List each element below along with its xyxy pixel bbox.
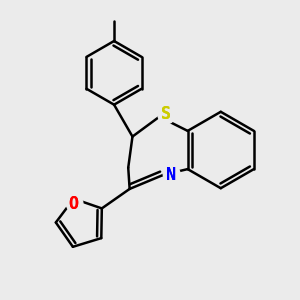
Text: O: O — [69, 195, 79, 213]
Text: S: S — [161, 105, 171, 123]
Text: S: S — [161, 105, 171, 123]
Text: N: N — [166, 166, 176, 184]
Text: O: O — [69, 195, 79, 213]
Text: N: N — [166, 166, 176, 184]
